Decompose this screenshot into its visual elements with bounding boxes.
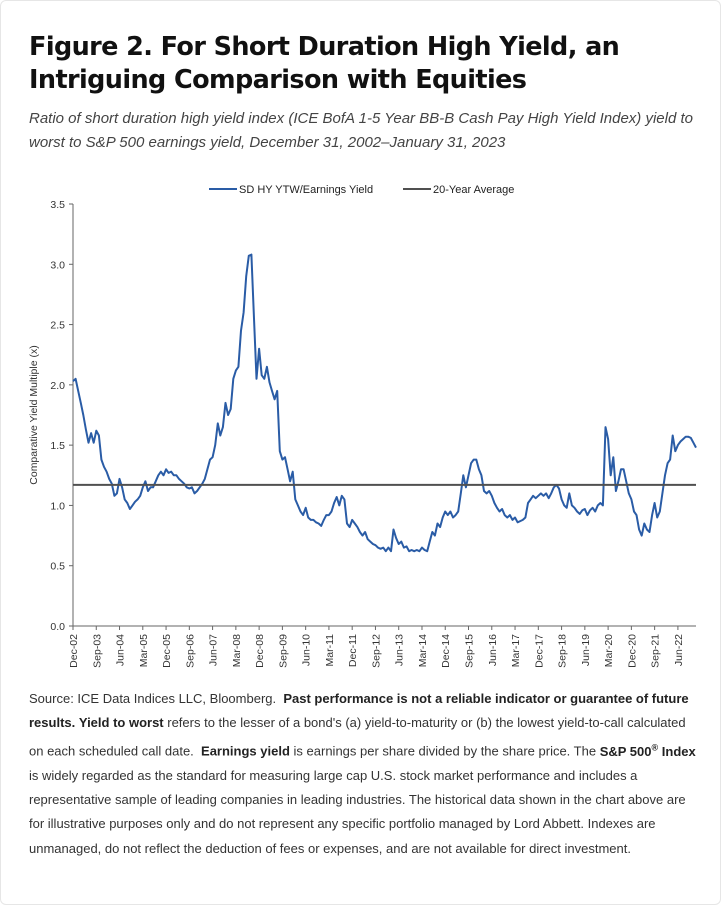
x-tick-label: Mar-14 bbox=[417, 634, 429, 667]
x-tick-label: Jun-04 bbox=[115, 634, 127, 666]
y-tick-label: 0.5 bbox=[50, 561, 65, 573]
sp500-description: is widely regarded as the standard for m… bbox=[29, 767, 686, 856]
y-tick-label: 0.0 bbox=[50, 621, 65, 633]
y-tick-label: 1.5 bbox=[50, 440, 65, 452]
source-note: Source: ICE Data Indices LLC, Bloomberg.… bbox=[29, 687, 697, 861]
x-tick-label: Sep-06 bbox=[184, 634, 196, 668]
x-tick-label: Jun-19 bbox=[580, 634, 592, 666]
sp500-index-word: Index bbox=[661, 743, 696, 759]
yield-to-worst-term: Yield to worst bbox=[78, 715, 164, 731]
disclaimer-bold: Past performance is not a reliable indic… bbox=[29, 691, 689, 731]
x-tick-label: Dec-08 bbox=[254, 634, 266, 668]
series-line-sd-hy-ratio bbox=[72, 253, 697, 553]
x-tick-label: Dec-02 bbox=[68, 634, 80, 668]
y-axis-label: Comparative Yield Multiple (x) bbox=[28, 345, 40, 484]
y-tick-label: 2.0 bbox=[50, 380, 65, 392]
y-tick-label: 3.5 bbox=[50, 199, 65, 211]
figure-title: Figure 2. For Short Duration High Yield,… bbox=[29, 32, 620, 95]
yield-to-worst-definition: refers to the lesser of a bond's (a) yie… bbox=[29, 715, 686, 759]
x-tick-label: Dec-11 bbox=[347, 634, 359, 667]
x-tick-label: Jun-22 bbox=[673, 634, 685, 666]
x-tick-label: Mar-17 bbox=[510, 634, 522, 667]
y-tick-label: 1.0 bbox=[50, 500, 65, 512]
legend-label: 20-Year Average bbox=[433, 184, 514, 196]
y-axis: 0.0 0.5 1.0 1.5 2.0 2.5 3.0 3.5 Comparative Yiel… bbox=[28, 199, 74, 633]
y-tick-label: 3.0 bbox=[50, 259, 65, 271]
x-tick-label: Sep-21 bbox=[650, 634, 662, 668]
legend-label: SD HY YTW/Earnings Yield bbox=[239, 184, 373, 196]
sp500-term: S&P 500® Index bbox=[599, 742, 696, 759]
line-chart: SD HY YTW/Earnings Yield 20-Year Average … bbox=[28, 184, 697, 668]
plot-area bbox=[72, 253, 697, 553]
x-tick-label: Dec-05 bbox=[161, 634, 173, 668]
x-tick-label: Sep-09 bbox=[277, 634, 289, 668]
earnings-yield-term: Earnings yield bbox=[201, 743, 290, 759]
figure-subtitle: Ratio of short duration high yield index… bbox=[29, 110, 693, 151]
source-text: Source: ICE Data Indices LLC, Bloomberg. bbox=[29, 691, 277, 706]
earnings-yield-definition: is earnings per share divided by the sha… bbox=[293, 743, 597, 759]
x-tick-label: Jun-13 bbox=[394, 634, 406, 666]
x-tick-label: Jun-07 bbox=[208, 634, 220, 666]
x-tick-label: Dec-17 bbox=[533, 634, 545, 668]
chart-legend: SD HY YTW/Earnings Yield 20-Year Average bbox=[209, 184, 514, 196]
x-tick-label: Sep-18 bbox=[557, 634, 569, 668]
x-tick-label: Dec-20 bbox=[626, 634, 638, 668]
x-tick-label: Mar-08 bbox=[231, 634, 243, 667]
x-tick-label: Sep-12 bbox=[370, 634, 382, 668]
x-tick-label: Mar-11 bbox=[324, 634, 336, 667]
x-axis: Dec-02 Sep-03 Jun-04 Mar-05 Dec-05 Sep-06 Jun-… bbox=[68, 625, 696, 668]
y-tick-label: 2.5 bbox=[50, 320, 65, 332]
x-tick-label: Sep-15 bbox=[464, 634, 476, 668]
sp500-name: S&P 500 bbox=[599, 743, 652, 759]
x-tick-label: Sep-03 bbox=[91, 634, 103, 668]
registered-mark: ® bbox=[651, 742, 659, 753]
x-tick-label: Jun-10 bbox=[301, 634, 313, 666]
x-tick-label: Dec-14 bbox=[440, 634, 452, 668]
x-tick-label: Jun-16 bbox=[487, 634, 499, 666]
x-tick-label: Mar-05 bbox=[138, 634, 150, 667]
x-tick-label: Mar-20 bbox=[603, 634, 615, 667]
